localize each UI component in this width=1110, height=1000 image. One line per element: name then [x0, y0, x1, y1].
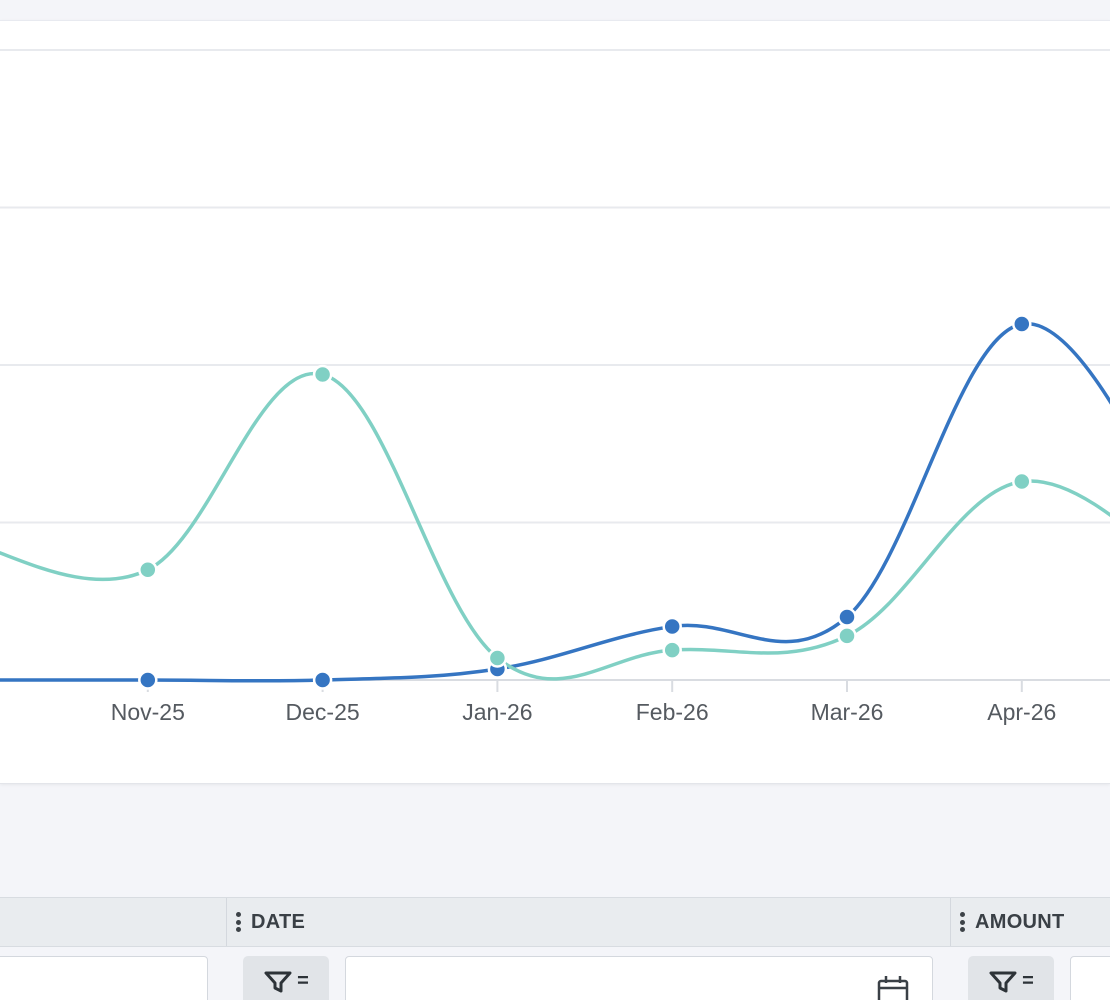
- data-point: [312, 670, 333, 690]
- data-point: [138, 560, 158, 580]
- date-filter-input[interactable]: [345, 956, 933, 1000]
- data-point: [837, 626, 857, 646]
- column-resize-handle[interactable]: [950, 898, 951, 946]
- x-axis-tick-label: Nov-25: [111, 699, 185, 725]
- column-header-label: DATE: [251, 910, 306, 933]
- chart-series-lines: [0, 322, 1110, 683]
- column-resize-handle[interactable]: [226, 898, 227, 946]
- data-point: [1012, 314, 1032, 334]
- column-header-label: AMOUNT: [975, 910, 1065, 933]
- data-point: [662, 640, 682, 660]
- x-axis-tick-label: Apr-26: [987, 699, 1056, 725]
- filter-input-first[interactable]: [0, 956, 208, 1000]
- data-point: [312, 364, 333, 385]
- calendar-icon[interactable]: [876, 975, 910, 1000]
- column-menu-icon[interactable]: [236, 912, 241, 932]
- x-axis-tick-label: Dec-25: [286, 699, 360, 725]
- filter-icon: [264, 971, 292, 993]
- data-point: [487, 648, 508, 668]
- chart-gridlines: [0, 49, 1110, 524]
- grid-header: DATE AMOUNT: [0, 897, 1110, 947]
- series-line: [0, 371, 1110, 681]
- data-point: [662, 616, 682, 637]
- filter-operator-button-date[interactable]: =: [243, 956, 329, 1000]
- data-point: [1012, 471, 1032, 492]
- filter-operator-button-amount[interactable]: =: [968, 956, 1054, 1000]
- x-axis-tick-label: Feb-26: [636, 699, 709, 725]
- x-axis-tick-label: Mar-26: [811, 699, 884, 725]
- data-point: [138, 670, 158, 690]
- data-point: [837, 607, 857, 627]
- filter-row: = =: [0, 947, 1110, 1000]
- amount-filter-input[interactable]: [1070, 956, 1110, 1000]
- series-line: [0, 322, 1110, 683]
- chart-data-points: [138, 314, 1032, 690]
- column-header-first[interactable]: [0, 898, 226, 946]
- column-menu-icon[interactable]: [960, 912, 965, 932]
- column-header-date[interactable]: DATE: [236, 898, 950, 946]
- x-axis-tick-label: Jan-26: [462, 699, 532, 725]
- column-header-amount[interactable]: AMOUNT: [960, 898, 1110, 946]
- filter-operator-label: =: [1022, 969, 1034, 992]
- filter-icon: [989, 971, 1017, 993]
- filter-operator-label: =: [297, 969, 309, 992]
